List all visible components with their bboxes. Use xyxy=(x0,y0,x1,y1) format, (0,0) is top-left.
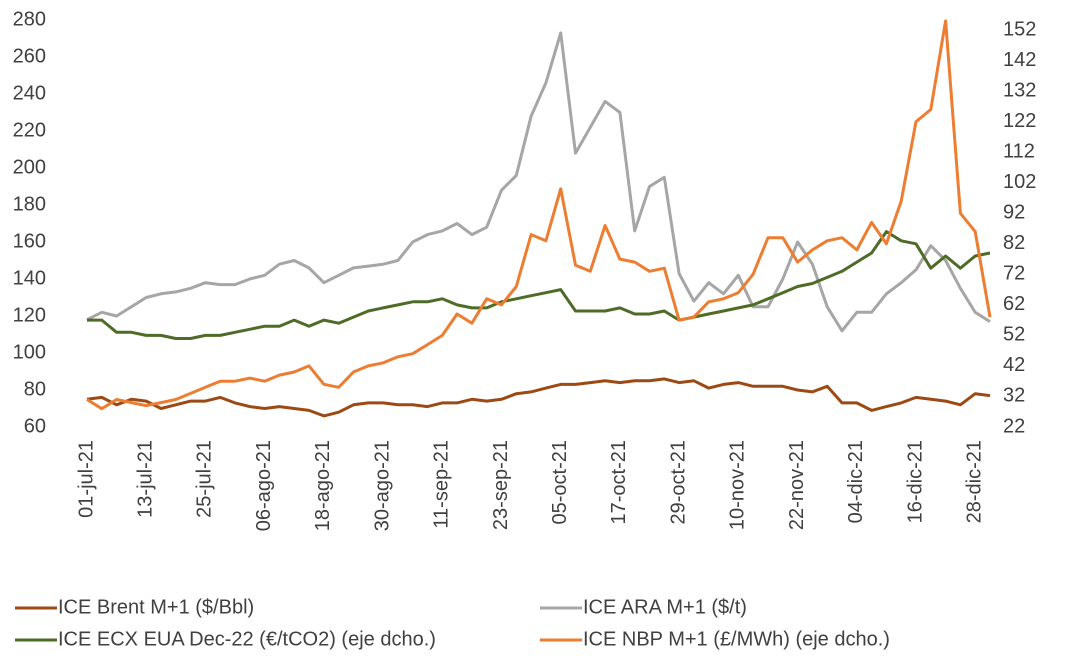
y2-tick-label: 42 xyxy=(1003,354,1025,376)
series-line xyxy=(86,19,992,411)
y2-tick-label: 82 xyxy=(1003,232,1025,254)
x-tick-label: 28-dic-21 xyxy=(963,440,985,523)
x-tick-label: 16-dic-21 xyxy=(904,440,926,523)
y2-tick-label: 32 xyxy=(1003,385,1025,407)
y-tick-label: 200 xyxy=(13,156,46,178)
y-tick-label: 260 xyxy=(13,45,46,67)
y2-tick-label: 52 xyxy=(1003,324,1025,346)
y2-tick-label: 102 xyxy=(1003,171,1036,193)
x-tick-label: 30-ago-21 xyxy=(371,440,393,531)
x-tick-label: 04-dic-21 xyxy=(845,440,867,523)
y2-tick-label: 142 xyxy=(1003,49,1036,71)
x-tick-label: 10-nov-21 xyxy=(727,440,749,530)
y2-tick-label: 132 xyxy=(1003,79,1036,101)
y-tick-label: 60 xyxy=(24,415,46,437)
x-tick-label: 29-oct-21 xyxy=(667,440,689,525)
y-tick-label: 140 xyxy=(13,267,46,289)
legend-label: ICE ARA M+1 ($/t) xyxy=(583,596,747,618)
y2-tick-label: 62 xyxy=(1003,293,1025,315)
y2-tick-label: 112 xyxy=(1003,140,1035,162)
y-tick-label: 180 xyxy=(13,193,46,215)
y2-tick-label: 22 xyxy=(1003,415,1025,437)
legend-label: ICE ECX EUA Dec-22 (€/tCO2) (eje dcho.) xyxy=(58,628,436,650)
x-tick-label: 25-jul-21 xyxy=(194,440,216,518)
y2-tick-label: 92 xyxy=(1003,202,1025,224)
y2-tick-label: 122 xyxy=(1003,110,1036,132)
series-line xyxy=(86,31,991,333)
y-tick-label: 240 xyxy=(13,82,46,104)
y-tick-label: 280 xyxy=(13,8,46,30)
y-tick-label: 160 xyxy=(13,230,46,252)
x-tick-label: 01-jul-21 xyxy=(75,440,97,518)
legend-label: ICE Brent M+1 ($/Bbl) xyxy=(58,596,254,618)
x-tick-label: 18-ago-21 xyxy=(312,440,334,531)
y2-tick-label: 72 xyxy=(1003,263,1025,285)
x-tick-label: 22-nov-21 xyxy=(786,440,808,530)
x-tick-label: 17-oct-21 xyxy=(608,440,630,525)
y-tick-label: 120 xyxy=(13,304,46,326)
x-tick-label: 13-jul-21 xyxy=(134,440,156,518)
x-tick-label: 06-ago-21 xyxy=(253,440,275,531)
y-tick-label: 220 xyxy=(13,119,46,141)
x-tick-label: 11-sep-21 xyxy=(431,440,453,529)
legend-label: ICE NBP M+1 (£/MWh) (eje dcho.) xyxy=(583,628,890,650)
series-line xyxy=(87,230,991,340)
y-tick-label: 80 xyxy=(24,378,46,400)
x-tick-label: 23-sep-21 xyxy=(490,440,512,530)
y2-tick-label: 152 xyxy=(1003,18,1036,40)
x-tick-label: 05-oct-21 xyxy=(549,440,571,525)
series-line xyxy=(86,377,991,418)
y-tick-label: 100 xyxy=(13,341,46,363)
